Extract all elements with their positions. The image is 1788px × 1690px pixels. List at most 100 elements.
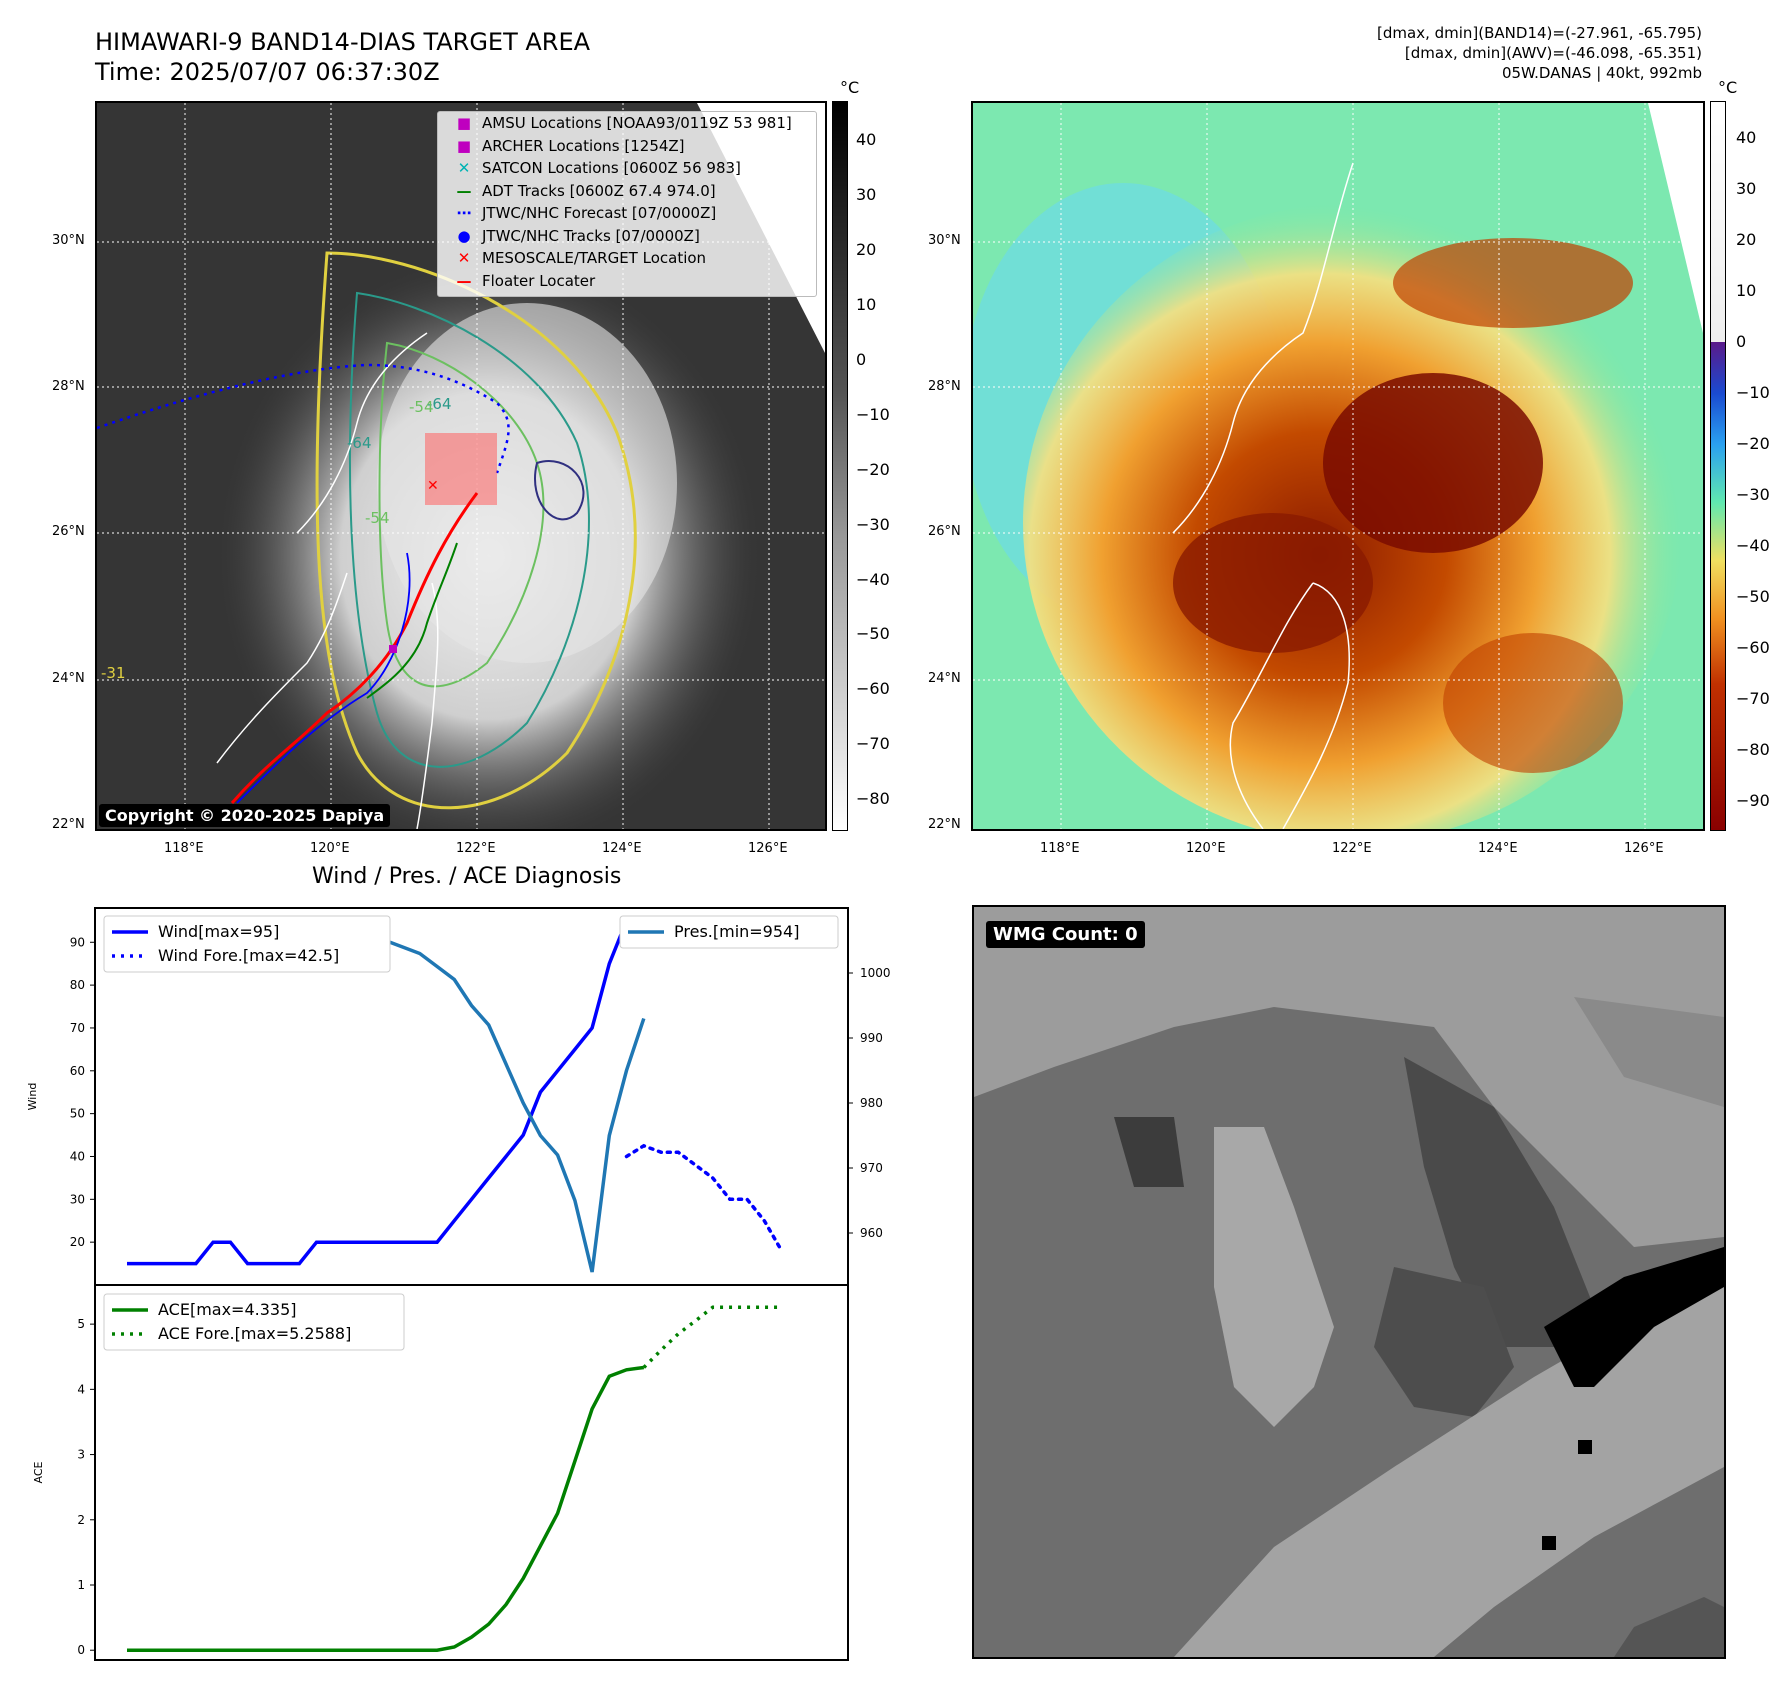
lat-label: 30°N	[928, 233, 961, 248]
wmg-panel: WMG Count: 0	[972, 905, 1726, 1659]
ylabel-ace: ACE	[32, 1461, 45, 1483]
stats-band14: [dmax, dmin](BAND14)=(-27.961, -65.795)	[1377, 24, 1702, 42]
lon-label: 122°E	[456, 841, 496, 856]
ytick-right-label: 1000	[860, 966, 891, 980]
ytick-label: 30	[70, 1192, 85, 1206]
colorbar-tick: 40	[1736, 127, 1757, 147]
lat-label: 26°N	[928, 524, 961, 539]
ylabel-wind: Wind	[26, 1083, 39, 1111]
legend-marker-icon: ■	[456, 136, 472, 155]
lon-label: 120°E	[310, 841, 350, 856]
legend-entry: Wind[max=95]	[158, 922, 279, 941]
lat-label: 28°N	[52, 379, 85, 394]
contour-label: -54	[365, 509, 390, 527]
colorbar-tick: −60	[1736, 638, 1770, 658]
map-ir-band14: ✕ -64 -54 -64 -54 -31 ■ AMSU Locations [N…	[95, 101, 827, 831]
ytick-label: 5	[77, 1317, 85, 1331]
colorbar-tick: 40	[856, 130, 877, 150]
legend-marker-icon: ✕	[457, 159, 471, 178]
ytick-label: 60	[70, 1064, 85, 1078]
ytick-label: 20	[70, 1235, 85, 1249]
colorbar-tick: 30	[1736, 178, 1757, 198]
copyright-badge: Copyright © 2020-2025 Dapiya	[99, 804, 391, 827]
contour-label: -64	[347, 434, 372, 452]
lon-label: 124°E	[1478, 841, 1518, 856]
ytick-label: 4	[77, 1382, 85, 1396]
colorbar-tick: 20	[1736, 229, 1757, 249]
legend-marker-icon: ●	[457, 226, 471, 245]
colorbar-tick: −30	[856, 514, 890, 534]
diagnosis-title: Wind / Pres. / ACE Diagnosis	[312, 864, 622, 889]
lat-label: 28°N	[928, 379, 961, 394]
lat-label: 26°N	[52, 524, 85, 539]
storm-info: 05W.DANAS | 40kt, 992mb	[1501, 64, 1702, 82]
ace-series-line-0	[127, 1365, 645, 1652]
lat-label: 24°N	[928, 671, 961, 686]
legend-entry: Wind Fore.[max=42.5]	[158, 946, 339, 965]
chart-legend	[619, 915, 839, 949]
colorbar-unit: °C	[1718, 78, 1738, 97]
lon-label: 118°E	[164, 841, 204, 856]
map-ir-enhanced	[971, 101, 1705, 831]
colorbar-tick: 20	[856, 240, 877, 260]
figure-title: HIMAWARI-9 BAND14-DIAS TARGET AREA	[95, 28, 591, 56]
legend-adt: — ADT Tracks [0600Z 67.4 974.0]	[438, 180, 816, 203]
legend-jtwc-tracks: ● JTWC/NHC Tracks [07/0000Z]	[438, 225, 816, 248]
ytick-right-label: 990	[860, 1031, 883, 1045]
ytick-right-label: 960	[860, 1226, 883, 1240]
legend-marker-icon: ⋯	[456, 204, 472, 223]
ytick-label: 90	[70, 935, 85, 949]
colorbar-tick: −10	[856, 404, 890, 424]
lon-label: 118°E	[1040, 841, 1080, 856]
legend-entry: ACE Fore.[max=5.2588]	[158, 1324, 351, 1343]
colorbar-tick: −70	[1736, 689, 1770, 709]
colorbar-tick: −60	[856, 679, 890, 699]
lat-label: 22°N	[52, 817, 85, 832]
legend-amsu: ■ AMSU Locations [NOAA93/0119Z 53 981]	[438, 112, 816, 135]
lat-label: 22°N	[928, 817, 961, 832]
figure-time: Time: 2025/07/07 06:37:30Z	[95, 58, 440, 86]
lon-label: 126°E	[748, 841, 788, 856]
legend-jtwc-forecast: ⋯ JTWC/NHC Forecast [07/0000Z]	[438, 202, 816, 225]
colorbar-tick: 0	[856, 349, 867, 369]
ytick-label: 70	[70, 1021, 85, 1035]
contour-label: -54	[409, 398, 434, 416]
colorbar-tick: −10	[1736, 382, 1770, 402]
legend-floater: — Floater Locater	[438, 270, 816, 293]
ytick-label: 80	[70, 978, 85, 992]
stats-awv: [dmax, dmin](AWV)=(-46.098, -65.351)	[1404, 44, 1702, 62]
contour-label: -31	[101, 664, 126, 682]
colorbar-tick: −20	[856, 459, 890, 479]
legend-marker-icon: —	[456, 271, 472, 290]
colorbar-tick: −50	[856, 624, 890, 644]
lat-label: 30°N	[52, 233, 85, 248]
chart-legend	[103, 915, 391, 973]
ytick-right-label: 970	[860, 1161, 883, 1175]
legend-entry: ACE[max=4.335]	[158, 1300, 297, 1319]
ytick-right-label: 980	[860, 1096, 883, 1110]
legend-marker-icon: ✕	[457, 249, 471, 268]
ytick-label: 0	[77, 1643, 85, 1657]
colorbar-tick: −20	[1736, 434, 1770, 454]
colorbar-tick: 10	[856, 295, 877, 315]
colorbar-tick: 0	[1736, 331, 1747, 351]
chart-legend	[103, 1293, 405, 1351]
legend-target: ✕ MESOSCALE/TARGET Location	[438, 247, 816, 270]
diagnosis-chart: 20304050607080909609709809901000WindPres…	[26, 907, 891, 1661]
colorbar-tick: −50	[1736, 587, 1770, 607]
colorbar-ir	[832, 101, 848, 831]
colorbar-tick: 30	[856, 185, 877, 205]
svg-text:✕: ✕	[427, 478, 439, 494]
lon-label: 124°E	[602, 841, 642, 856]
ytick-label: 3	[77, 1448, 85, 1462]
colorbar-unit: °C	[840, 78, 860, 97]
colorbar-tick: −90	[1736, 791, 1770, 811]
wmg-count-badge: WMG Count: 0	[986, 921, 1145, 948]
ytick-label: 1	[77, 1578, 85, 1592]
lon-label: 122°E	[1332, 841, 1372, 856]
series-line-0	[127, 920, 629, 1266]
colorbar-tick: 10	[1736, 280, 1757, 300]
colorbar-tick: −40	[856, 569, 890, 589]
ytick-label: 2	[77, 1513, 85, 1527]
legend-marker-icon: —	[456, 181, 472, 200]
